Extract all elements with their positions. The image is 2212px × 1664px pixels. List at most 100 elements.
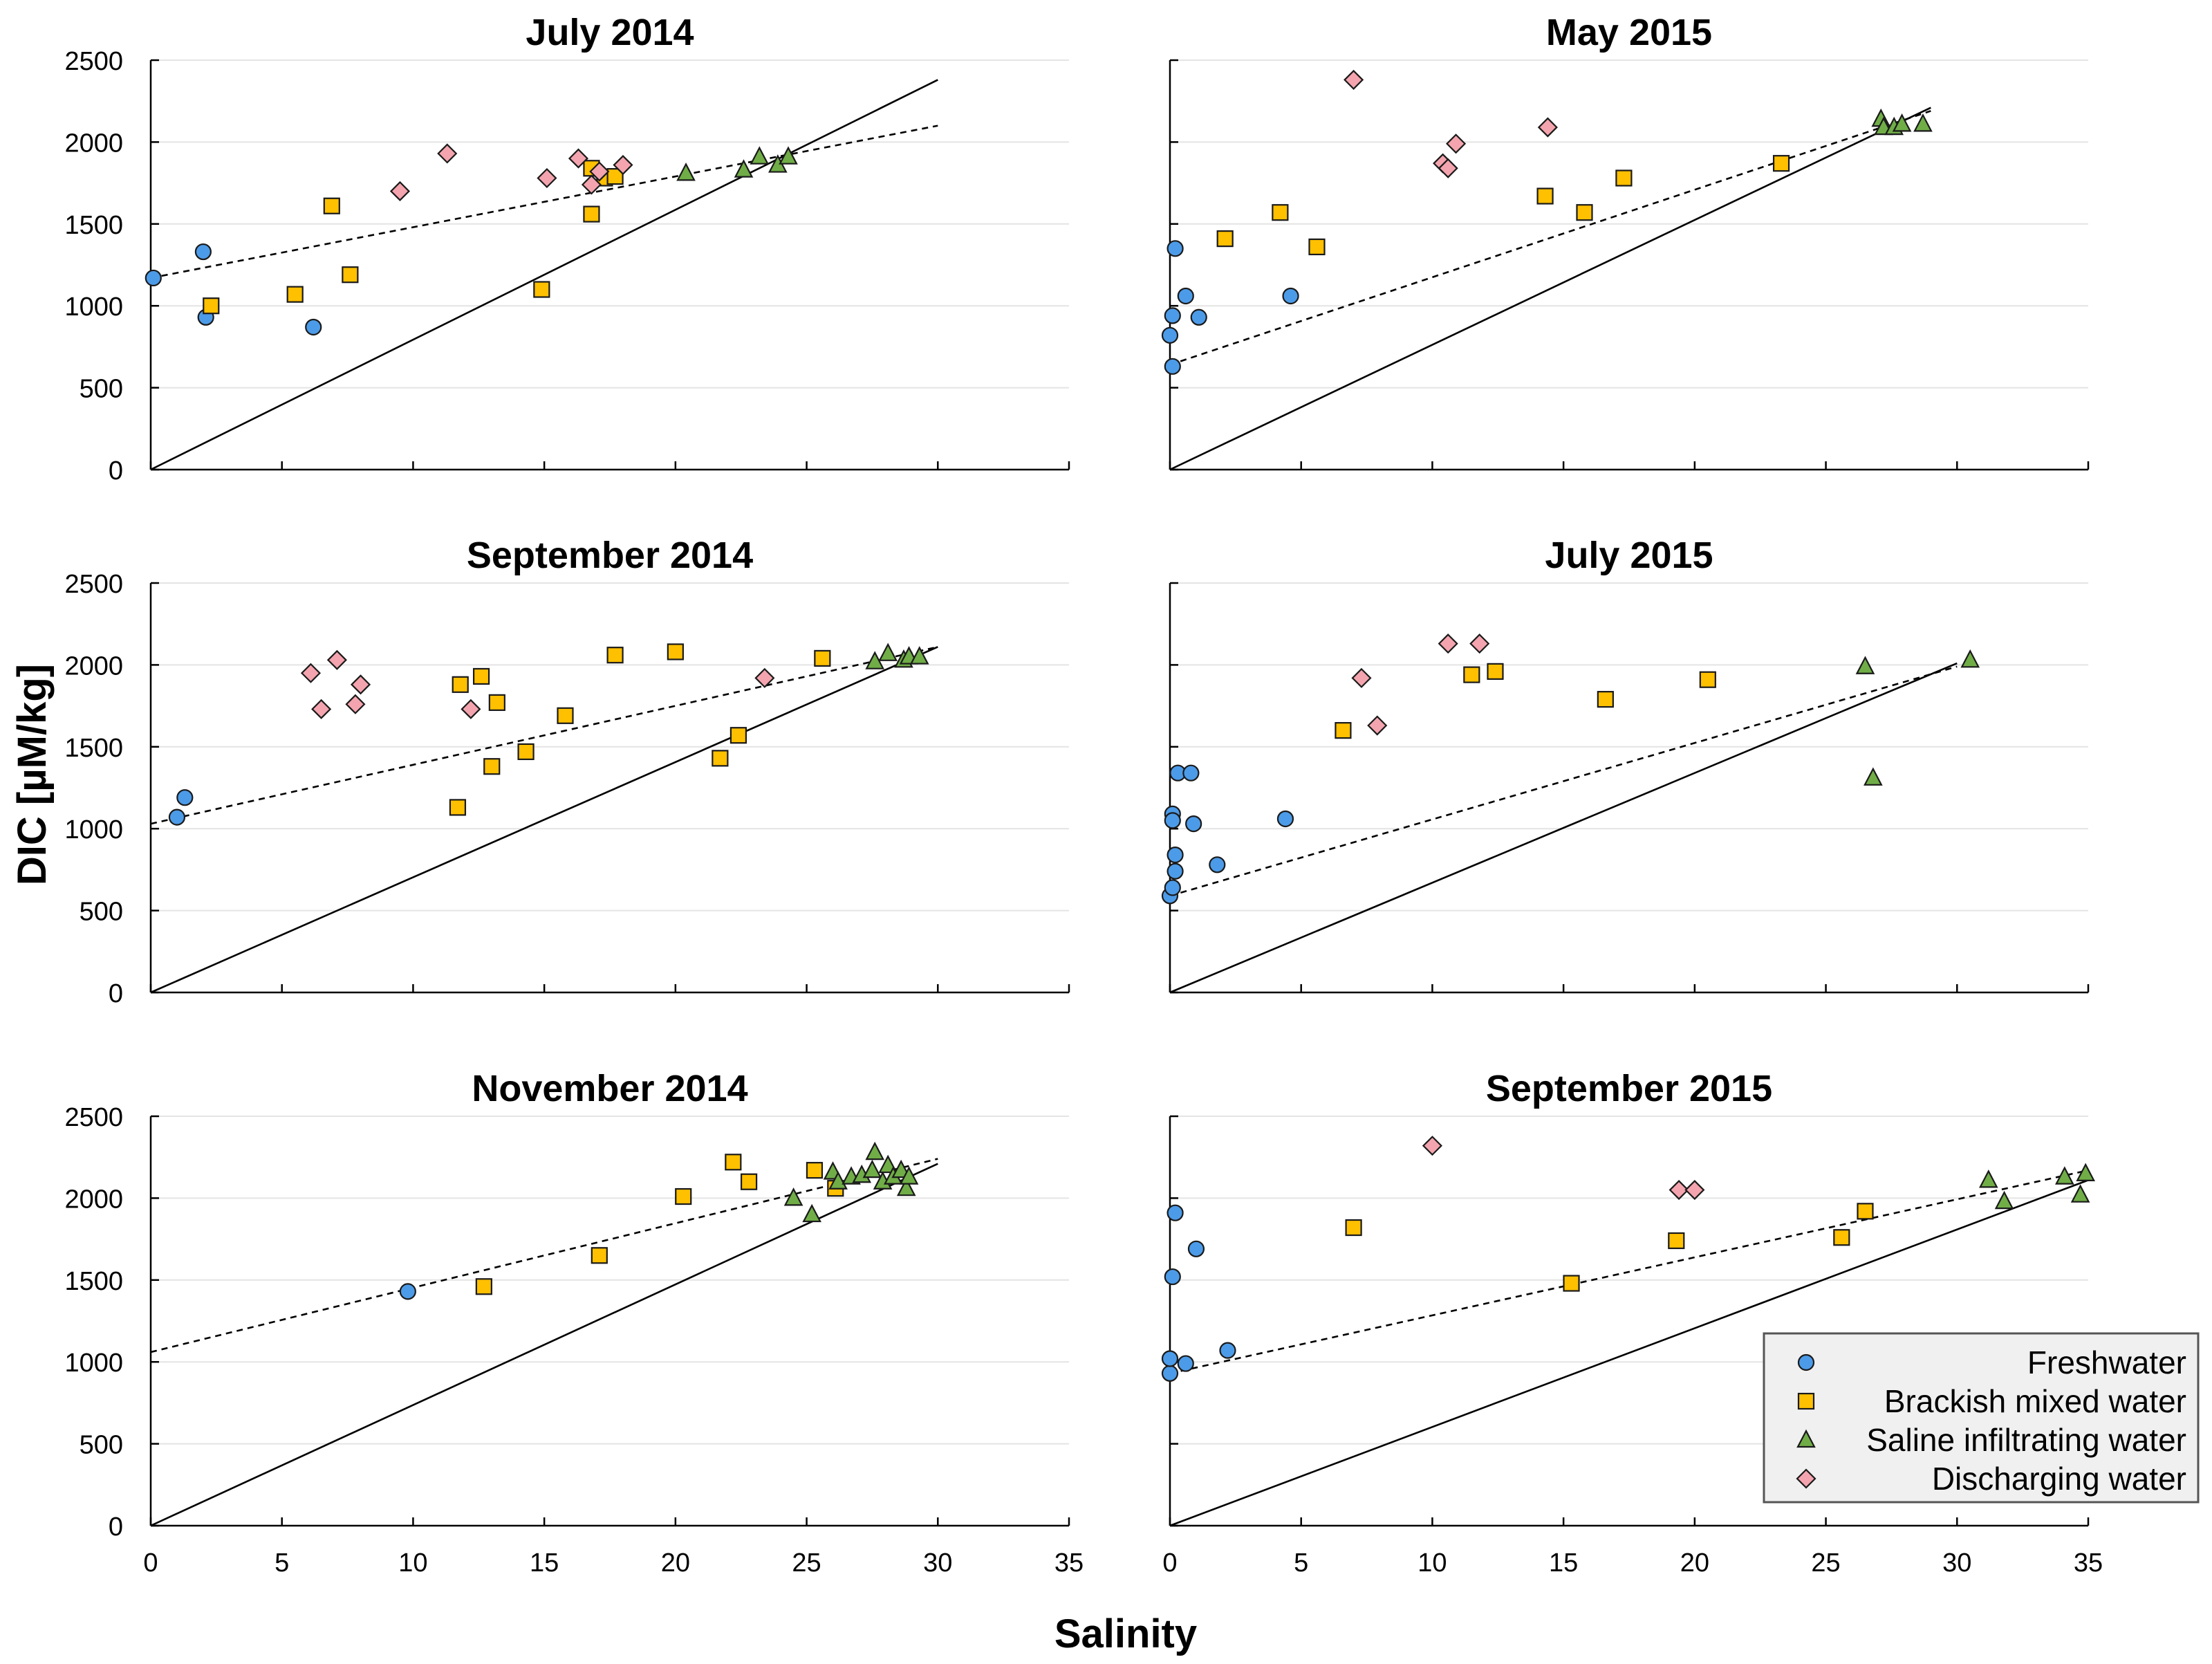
- dashed-regression-line: [1169, 1169, 2089, 1375]
- data-point: [613, 154, 633, 176]
- series-saline-infiltrating-water: [783, 1141, 919, 1223]
- x-tick-label: 20: [661, 1549, 690, 1578]
- y-tick-label: 1500: [64, 734, 123, 763]
- data-point: [725, 1154, 742, 1171]
- data-point: [323, 197, 340, 214]
- y-tick-label: 2500: [64, 47, 123, 76]
- data-point: [1487, 663, 1504, 680]
- data-point: [1282, 287, 1299, 305]
- data-point: [1190, 308, 1207, 326]
- data-point: [862, 1159, 882, 1178]
- x-tick-label: 35: [1054, 1549, 1084, 1578]
- panel-title: November 2014: [472, 1068, 747, 1109]
- x-tick-label: 0: [143, 1549, 158, 1578]
- series-saline-infiltrating-water: [1871, 108, 1933, 136]
- data-point: [581, 174, 602, 195]
- data-point: [2076, 1163, 2096, 1181]
- data-point: [1345, 1219, 1362, 1237]
- y-tick-label: 500: [80, 1431, 123, 1460]
- panel-2: May 2015: [1161, 12, 2090, 471]
- data-point: [1276, 810, 1294, 828]
- legend-label: Freshwater: [2027, 1344, 2186, 1380]
- data-point: [1857, 1203, 1874, 1220]
- data-point: [1177, 1355, 1194, 1372]
- data-point: [583, 205, 600, 223]
- data-point: [814, 649, 831, 667]
- data-point: [2070, 1184, 2090, 1203]
- circle-marker-icon: [1797, 1353, 1815, 1371]
- data-point: [1669, 1180, 1689, 1201]
- data-point: [734, 159, 754, 178]
- data-point: [389, 181, 411, 201]
- data-point: [740, 1173, 758, 1190]
- data-point: [1167, 240, 1184, 257]
- series-freshwater: [1161, 240, 1299, 375]
- data-point: [342, 266, 359, 284]
- data-point: [1161, 326, 1179, 344]
- legend-box: [1763, 1332, 2200, 1504]
- series-brackish-mixed-water: [1345, 1203, 1874, 1292]
- data-point: [865, 1141, 885, 1161]
- data-point: [1164, 812, 1181, 829]
- y-tick-label: 1500: [64, 211, 123, 240]
- data-point: [1164, 879, 1181, 896]
- panel-3: 0 500 1000 1500 2000 2500 September 2014: [64, 535, 1070, 1008]
- dashed-regression-line: [150, 124, 938, 279]
- data-point: [1351, 667, 1372, 688]
- series-freshwater: [168, 789, 194, 826]
- data-point: [1979, 1169, 1998, 1188]
- data-point: [1446, 133, 1467, 154]
- data-point: [1994, 1190, 2014, 1210]
- x-tick-label: 30: [923, 1549, 952, 1578]
- diamond-marker-icon: [1796, 1468, 1816, 1489]
- data-point: [345, 694, 366, 714]
- y-axis-label: DIC [µM/kg]: [10, 664, 55, 885]
- series-saline-infiltrating-water: [676, 146, 798, 181]
- data-point: [326, 649, 347, 670]
- series-discharging-water: [1344, 69, 1558, 178]
- dashed-regression-line: [150, 646, 938, 825]
- series-freshwater: [1161, 1204, 1236, 1382]
- data-point: [2055, 1166, 2074, 1185]
- data-point: [1167, 1204, 1184, 1221]
- x-tick-label: 0: [1162, 1549, 1177, 1578]
- legend-item-circle: Freshwater: [1797, 1344, 2186, 1380]
- solid-mixing-line: [1169, 1179, 2089, 1527]
- series-freshwater: [399, 1283, 416, 1300]
- data-point: [779, 146, 798, 165]
- solid-mixing-line: [150, 646, 938, 994]
- series-brackish-mixed-water: [203, 160, 624, 315]
- data-point: [1699, 671, 1716, 688]
- data-point: [475, 1278, 492, 1295]
- data-point: [1344, 69, 1364, 90]
- data-point: [1367, 715, 1388, 736]
- data-point: [802, 1203, 821, 1223]
- data-point: [557, 707, 574, 724]
- solid-mixing-line: [150, 79, 938, 471]
- data-point: [676, 163, 696, 181]
- series-saline-infiltrating-water: [1855, 649, 1980, 786]
- series-saline-infiltrating-water: [865, 643, 929, 669]
- triangle-marker-icon: [1796, 1429, 1816, 1448]
- legend-label: Brackish mixed water: [1884, 1383, 2186, 1419]
- data-point: [145, 269, 162, 287]
- data-point: [305, 318, 322, 336]
- x-tick-label: 35: [2074, 1549, 2103, 1578]
- data-point: [909, 646, 929, 665]
- data-point: [194, 243, 212, 261]
- data-point: [589, 161, 610, 182]
- data-point: [783, 1187, 803, 1206]
- panel-1: 0 500 1000 1500 2000 2500 July 2014: [64, 12, 1070, 486]
- data-point: [517, 743, 535, 761]
- data-point: [1209, 856, 1226, 873]
- data-point: [1615, 169, 1633, 187]
- data-point: [1438, 634, 1458, 654]
- data-point: [437, 143, 458, 164]
- data-point: [896, 1177, 916, 1196]
- data-point: [1187, 1240, 1205, 1257]
- legend-label: Saline infiltrating water: [1866, 1422, 2186, 1458]
- y-tick-label: 0: [109, 979, 123, 1008]
- data-point: [1960, 649, 1980, 668]
- data-point: [1177, 287, 1194, 305]
